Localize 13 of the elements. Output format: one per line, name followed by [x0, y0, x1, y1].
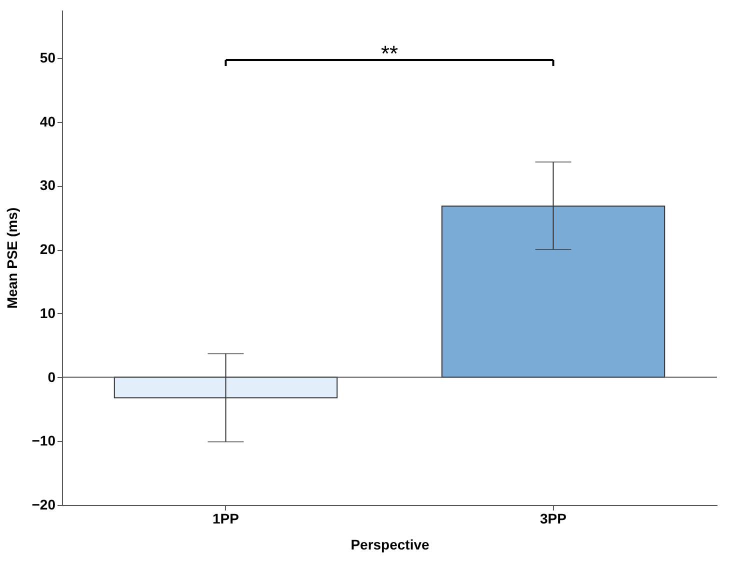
y-tick-label: 20: [40, 241, 56, 258]
x-axis-title: Perspective: [350, 536, 430, 552]
y-tick-label: −20: [32, 496, 56, 512]
annotation: **: [380, 41, 398, 66]
y-tick-label: 30: [40, 177, 56, 194]
y-tick-label: 0: [48, 368, 56, 385]
y-axis-title: Mean PSE (ms): [4, 207, 20, 309]
y-tick-label: −10: [32, 432, 56, 449]
x-tick-label: 3PP: [540, 510, 566, 526]
x-tick-label: 1PP: [212, 510, 239, 526]
y-tick-label: 40: [40, 113, 56, 130]
y-tick-label: 50: [40, 49, 56, 66]
y-tick-label: 10: [40, 304, 56, 321]
